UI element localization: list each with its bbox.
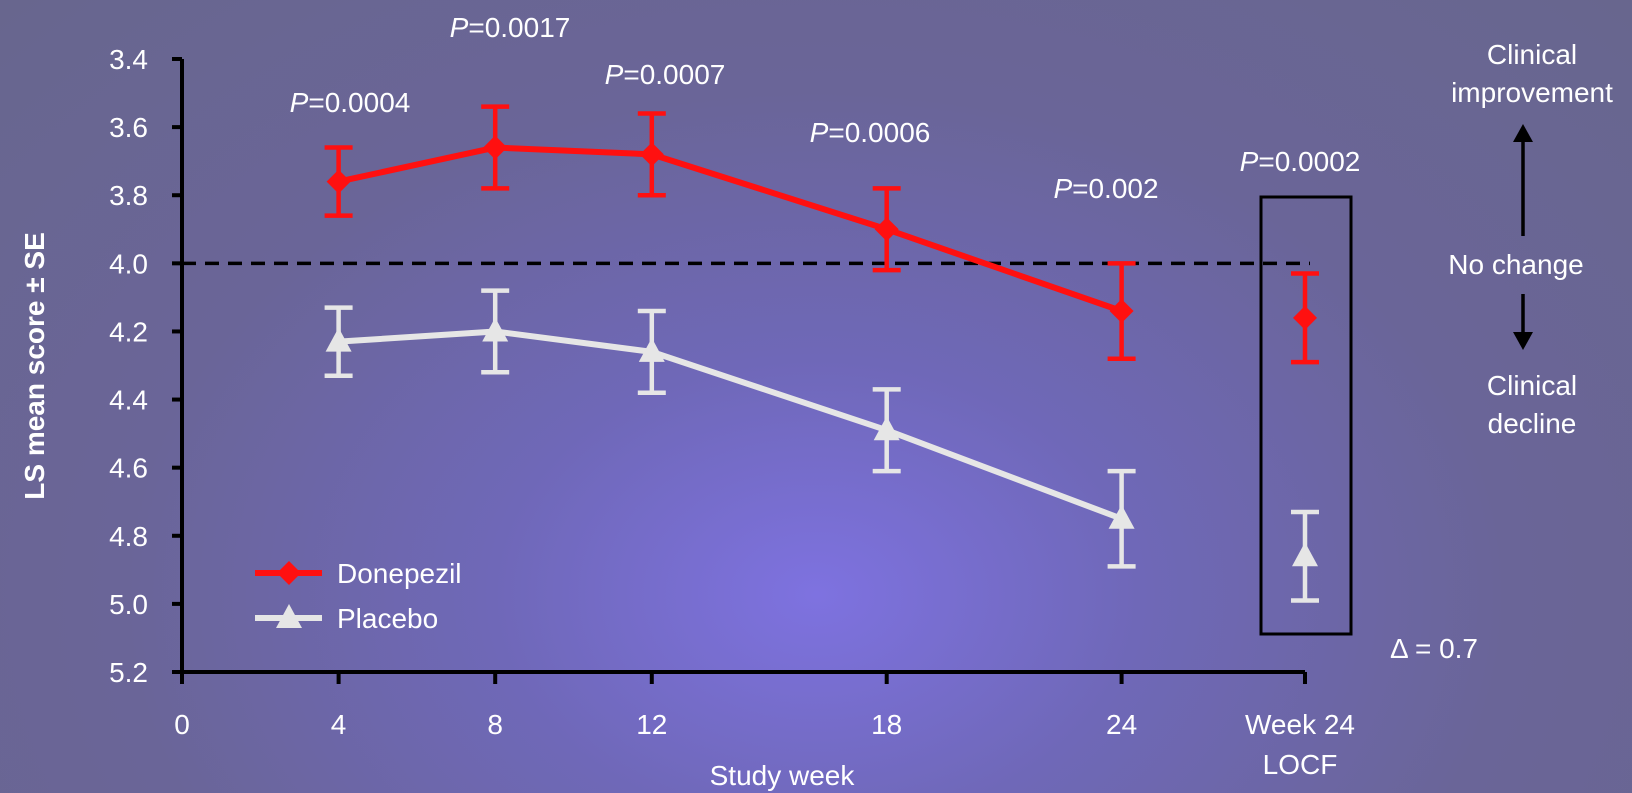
locf-box bbox=[1259, 195, 1353, 636]
donepezil-series-line bbox=[337, 144, 1123, 314]
x-tick-label: 24 bbox=[1106, 709, 1137, 740]
p-value-label: P=0.0004 bbox=[290, 87, 411, 118]
placebo-point bbox=[325, 327, 352, 352]
p-value-label: P=0.0006 bbox=[810, 117, 931, 148]
y-tick-label: 4.8 bbox=[109, 521, 148, 552]
donepezil-point bbox=[326, 169, 351, 194]
x-tick-label: 0 bbox=[174, 709, 190, 740]
placebo-point bbox=[638, 337, 665, 362]
legend-marker bbox=[276, 604, 302, 628]
p-value-text: =0.0007 bbox=[623, 59, 725, 90]
p-value-text: =0.0002 bbox=[1258, 146, 1360, 177]
clinical-improvement-label: improvement bbox=[1451, 77, 1613, 108]
placebo-point bbox=[482, 317, 509, 342]
x-tick-label: 18 bbox=[871, 709, 902, 740]
placebo-series-line bbox=[338, 328, 1123, 522]
y-tick-label: 5.2 bbox=[109, 657, 148, 688]
legend-label: Placebo bbox=[337, 603, 438, 634]
p-value-prefix: P bbox=[450, 12, 469, 43]
clinical-decline-label: decline bbox=[1488, 408, 1577, 439]
placebo-point bbox=[873, 416, 900, 441]
p-value-prefix: P bbox=[1053, 173, 1072, 204]
x-tick-label-locf: Week 24 bbox=[1245, 709, 1355, 740]
p-value-prefix: P bbox=[290, 87, 309, 118]
y-tick-label: 4.2 bbox=[109, 316, 148, 347]
p-value-text: =0.002 bbox=[1072, 173, 1158, 204]
p-value-text: =0.0017 bbox=[468, 12, 570, 43]
donepezil-point bbox=[483, 135, 508, 160]
y-tick-label: 3.6 bbox=[109, 112, 148, 143]
clinical-improvement-label: Clinical bbox=[1487, 39, 1577, 70]
p-value-text: =0.0004 bbox=[308, 87, 410, 118]
up-arrowhead-icon bbox=[1513, 124, 1533, 142]
x-tick-label: 4 bbox=[331, 709, 347, 740]
clinical-decline-label: Clinical bbox=[1487, 370, 1577, 401]
y-tick-label: 3.4 bbox=[109, 44, 148, 75]
donepezil-locf-point bbox=[1293, 305, 1317, 330]
legend-marker bbox=[277, 561, 301, 585]
x-tick-label-locf: LOCF bbox=[1263, 749, 1338, 780]
legend-label: Donepezil bbox=[337, 558, 462, 589]
donepezil-point bbox=[874, 217, 899, 242]
y-tick-label: 3.8 bbox=[109, 180, 148, 211]
p-value-prefix: P bbox=[810, 117, 829, 148]
delta-label: Δ = 0.7 bbox=[1390, 633, 1478, 664]
y-tick-label: 4.4 bbox=[109, 385, 148, 416]
down-arrowhead-icon bbox=[1513, 332, 1533, 350]
p-value-label: P=0.002 bbox=[1053, 173, 1158, 204]
placebo-point bbox=[1108, 504, 1135, 529]
p-value-prefix: P bbox=[1240, 146, 1259, 177]
p-value-prefix: P bbox=[605, 59, 624, 90]
no-change-label: No change bbox=[1448, 249, 1583, 280]
x-tick-label: 12 bbox=[636, 709, 667, 740]
p-value-label: P=0.0002 bbox=[1240, 146, 1361, 177]
donepezil-point bbox=[639, 142, 664, 167]
placebo-locf-point bbox=[1292, 542, 1318, 567]
p-value-text: =0.0006 bbox=[828, 117, 930, 148]
y-tick-label: 4.6 bbox=[109, 453, 148, 484]
donepezil-point bbox=[1109, 299, 1134, 324]
p-value-label: P=0.0017 bbox=[450, 12, 571, 43]
x-axis-label: Study week bbox=[710, 760, 856, 791]
y-tick-label: 5.0 bbox=[109, 589, 148, 620]
p-value-label: P=0.0007 bbox=[605, 59, 726, 90]
y-axis-label: LS mean score ± SE bbox=[19, 232, 50, 499]
y-tick-label: 4.0 bbox=[109, 248, 148, 279]
x-tick-label: 8 bbox=[487, 709, 503, 740]
